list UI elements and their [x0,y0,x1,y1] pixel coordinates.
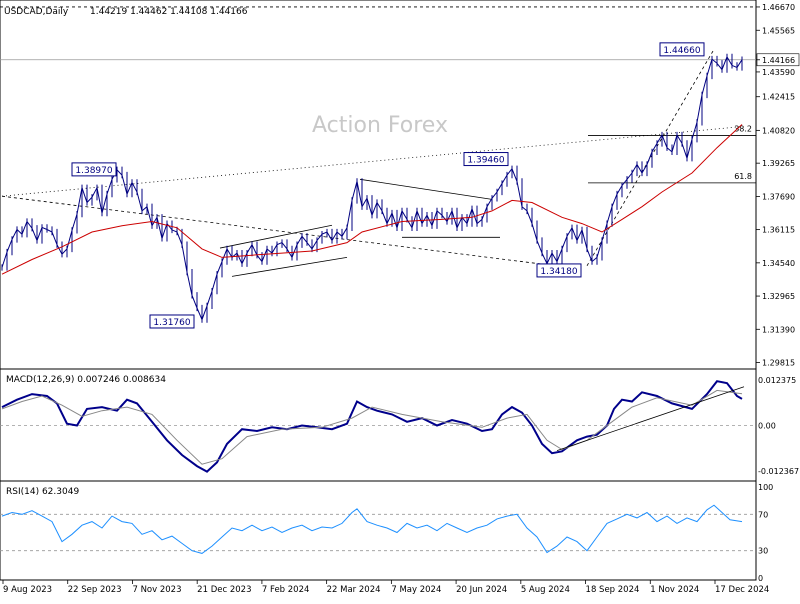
y-tick-label: 1.43590 [762,68,795,77]
rsi-y-tick-label: 70 [758,510,768,519]
rsi-y-tick-label: 0 [758,574,763,583]
main-panel-frame [0,0,757,370]
macd-line [1,380,743,473]
y-tick-label: 1.46670 [762,3,795,12]
trendline-4 [231,256,348,277]
signal-line [1,389,743,465]
x-tick-label: 18 Sep 2024 [586,585,640,595]
y-tick-label: 1.36115 [762,226,795,235]
price-annotation-box [536,263,582,278]
macd-y-tick-label: -0.012367 [758,467,799,476]
x-tick-label: 22 Sep 2023 [68,585,122,595]
rsi-panel-frame [0,480,757,581]
moving-average-line [1,124,743,275]
price-annotation-label: 1.31760 [153,318,190,328]
rsi-panel [0,504,756,554]
watermark: Action Forex [312,113,448,138]
price-annotation-label: 1.38970 [75,166,112,176]
rsi-panel-label: RSI(14) 62.3049 [6,487,79,497]
x-tick-label: 7 May 2024 [391,585,441,595]
y-tick-label: 1.42415 [762,93,795,102]
y-tick-label: 1.40820 [762,126,795,135]
y-tick-label: 1.31390 [762,325,795,334]
ohlc-label: 1.44219 1.44462 1.44108 1.44166 [90,7,248,17]
y-tick-label: 1.34540 [762,259,795,268]
price-annotation-box [463,152,509,167]
x-tick-label: 7 Feb 2024 [262,585,310,595]
x-tick-label: 17 Dec 2024 [715,585,769,595]
x-tick-label: 21 Dec 2023 [197,585,251,595]
price-annotation-label: 1.44660 [663,46,700,56]
price-annotation-box [659,42,705,57]
y-tick-label: 1.45565 [762,26,795,35]
x-tick-label: 7 Nov 2023 [132,585,181,595]
x-axis-labels: 9 Aug 2023 22 Sep 2023 7 Nov 2023 21 Dec 20… [2,580,769,595]
y-tick-label: 1.29815 [762,359,795,368]
trendline-3 [219,224,333,249]
macd-panel-label: MACD(12,26,9) 0.007246 0.008634 [6,375,166,385]
macd-panel [0,380,756,473]
x-tick-label: 5 Aug 2024 [521,585,570,595]
y-tick-label: 1.37690 [762,192,795,201]
price-line [1,55,743,321]
x-tick-label: 1 Nov 2024 [650,585,699,595]
macd-trendline [556,386,745,451]
price-annotation-label: 1.34180 [540,267,577,277]
macd-y-tick-label: 0.00 [758,422,776,431]
y-tick-label: 1.39265 [762,159,795,168]
x-tick-label: 22 Mar 2024 [327,585,381,595]
main-panel: 38.2 61.8 1.38970 1.39460 1.31760 1.34180 1.44… [0,6,756,329]
price-annotation-label: 1.39460 [467,156,504,166]
price-annotation-box [149,314,195,329]
price-annotation-box [71,162,117,177]
symbol-label: USDCAD,Daily [4,7,69,17]
fib-level-label: 61.8 [734,172,752,181]
x-tick-label: 20 Jun 2024 [456,585,507,595]
rsi-y-tick-label: 100 [758,483,773,492]
rsi-y-tick-label: 30 [758,547,768,556]
trendline-5 [359,178,493,200]
x-tick-label: 9 Aug 2023 [3,585,52,595]
macd-y-tick-label: 0.012375 [758,376,796,385]
macd-panel-frame [0,368,757,482]
y-tick-label: 1.44166 [762,56,795,65]
y-tick-label: 1.32965 [762,292,795,301]
trendline-0 [1,195,548,266]
y-axis-labels: 1.46670 1.45565 1.44166 1.43590 1.42415 1.408… [756,3,800,583]
rsi-line [1,504,743,554]
fib-level-label: 38.2 [734,124,752,133]
